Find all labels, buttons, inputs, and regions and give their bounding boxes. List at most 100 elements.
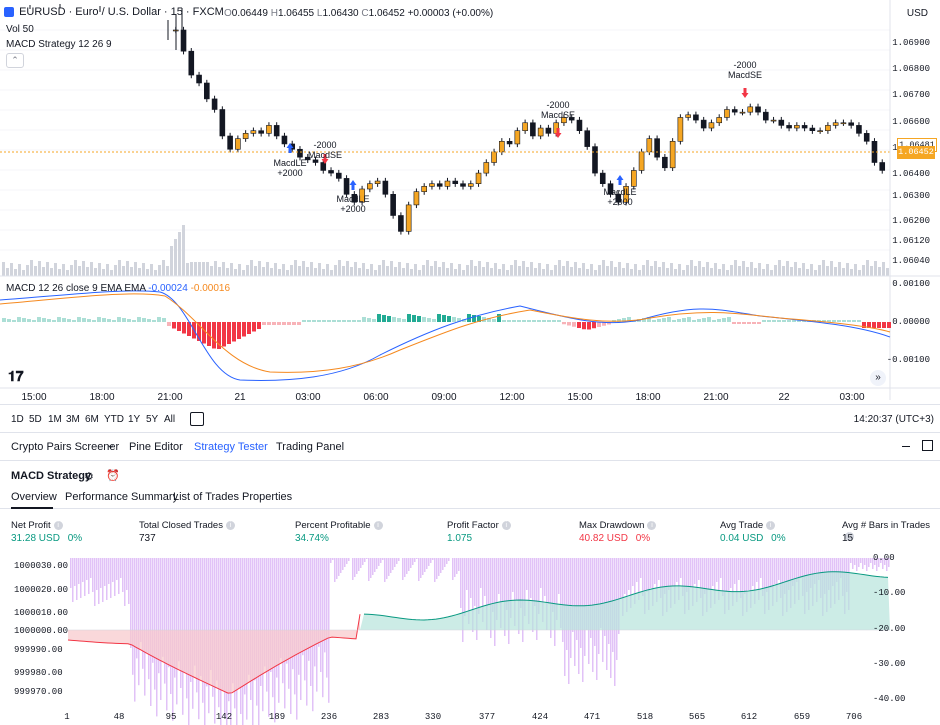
- equity-x-axis-label: 659: [793, 712, 811, 722]
- equity-right-axis-label: -30.00: [873, 659, 906, 669]
- range-button-3m[interactable]: 3M: [66, 414, 80, 425]
- metric-number: 15: [842, 533, 854, 544]
- equity-right-axis-label: -20.00: [873, 624, 906, 634]
- macd-axis-label: -0.00100: [886, 355, 930, 365]
- trade-label: MacdLE +2000: [273, 158, 306, 178]
- info-icon[interactable]: i: [766, 520, 776, 530]
- range-button-5y[interactable]: 5Y: [146, 414, 159, 425]
- price-axis-label: 1.06600: [892, 117, 930, 127]
- trade-label: -2000 MacdSE: [308, 140, 342, 160]
- info-icon[interactable]: i: [501, 520, 511, 530]
- active-subtab-indicator: [11, 507, 53, 509]
- time-axis-label: 21: [234, 392, 246, 403]
- trade-label-line: +2000: [340, 204, 366, 214]
- price-axis-label: 1.06900: [892, 38, 930, 48]
- subtab-performance-summary[interactable]: Performance Summary: [65, 491, 179, 503]
- metric-number: 40.82: [579, 533, 605, 544]
- trade-label: -2000 MacdSE: [541, 100, 575, 120]
- settings-gear-icon[interactable]: ⚙: [84, 471, 94, 483]
- range-button-1y[interactable]: 1Y: [128, 414, 141, 425]
- time-axis-label: 18:00: [89, 392, 115, 403]
- metric-label-text: Percent Profitable: [295, 520, 371, 531]
- equity-x-axis-label: 189: [268, 712, 286, 722]
- calendar-icon[interactable]: [190, 412, 204, 426]
- strategy-name[interactable]: MACD Strategy: [11, 470, 92, 482]
- volume-legend[interactable]: Vol 50: [6, 24, 34, 35]
- macd-lines: [0, 290, 891, 381]
- trade-label-line: -2000: [313, 140, 337, 150]
- screener-chevron-down-icon[interactable]: ⌄: [106, 439, 116, 451]
- bottom-tab-pine-editor[interactable]: Pine Editor: [129, 441, 183, 453]
- maximize-panel-icon[interactable]: [922, 440, 933, 451]
- info-icon[interactable]: i: [647, 520, 657, 530]
- range-bar-divider: [0, 404, 940, 405]
- bottom-tab-trading-panel[interactable]: Trading Panel: [276, 441, 345, 453]
- metric-value: 34.74%: [295, 533, 329, 544]
- price-grid: [0, 29, 890, 251]
- macd-legend[interactable]: MACD 12 26 close 9 EMA EMA -0.00024 -0.0…: [6, 283, 230, 294]
- price-axis-label: 1.06300: [892, 191, 930, 201]
- info-icon[interactable]: i: [53, 520, 63, 530]
- range-button-1d[interactable]: 1D: [11, 414, 24, 425]
- tab-divider: [0, 460, 940, 461]
- currency-label[interactable]: USD: [906, 8, 928, 19]
- time-axis-label: 15:00: [567, 392, 593, 403]
- trade-label-line: MacdLE: [603, 187, 637, 197]
- time-axis-label: 15:00: [21, 392, 47, 403]
- ohlc-open: 0.06449: [231, 8, 268, 19]
- collapse-legend-button[interactable]: ⌃: [6, 53, 24, 68]
- macd-legend-name: MACD 12 26 close 9 EMA EMA: [6, 283, 146, 294]
- strategy-legend[interactable]: MACD Strategy 12 26 9: [6, 39, 112, 50]
- range-button-all[interactable]: All: [164, 414, 176, 425]
- subtab-list-of-trades[interactable]: List of Trades: [173, 491, 240, 503]
- minimize-panel-icon[interactable]: [902, 446, 910, 447]
- trade-label-line: MacdSE: [307, 150, 343, 160]
- equity-x-axis-label: 377: [478, 712, 496, 722]
- price-axis-label: 1.06040: [892, 256, 930, 266]
- long-entry-arrow-icon: [616, 175, 624, 185]
- equity-left-axis-label: 1000000.00: [14, 626, 69, 636]
- price-chart[interactable]: [0, 0, 940, 400]
- symbol-title[interactable]: EURUSD · Euro / U.S. Dollar · 15 · FXCM: [19, 6, 224, 18]
- macd-histogram: [2, 314, 891, 349]
- subtab-overview[interactable]: Overview: [11, 491, 57, 503]
- metric-value: 15: [842, 533, 853, 544]
- subtab-properties[interactable]: Properties: [242, 491, 293, 503]
- range-button-1m[interactable]: 1M: [48, 414, 62, 425]
- price-marker-current: 1.06452: [897, 146, 935, 159]
- info-icon[interactable]: i: [373, 520, 383, 530]
- metric-number: 34.74%: [295, 533, 329, 544]
- trade-label-line: +2000: [277, 168, 303, 178]
- price-axis-label: 1.06120: [892, 236, 930, 246]
- metric-percent: 0%: [632, 533, 651, 544]
- equity-x-axis-label: 706: [845, 712, 863, 722]
- trade-label: -2000 MacdSE: [728, 60, 762, 80]
- metric-label: Avg # Bars in Tradesi: [842, 520, 940, 542]
- range-button-ytd[interactable]: YTD: [104, 414, 124, 425]
- bottom-tab-crypto-pairs-screener[interactable]: Crypto Pairs Screener: [11, 441, 120, 453]
- metric-label: Total Closed Trades i: [139, 520, 235, 531]
- range-button-6m[interactable]: 6M: [85, 414, 99, 425]
- time-axis-label: 21:00: [703, 392, 729, 403]
- equity-x-axis-label: 424: [531, 712, 549, 722]
- alarm-clock-icon[interactable]: ⏰: [106, 470, 120, 482]
- price-axis-label: 1.06800: [892, 64, 930, 74]
- equity-left-axis-label: 1000030.00: [14, 561, 69, 571]
- info-icon[interactable]: i: [225, 520, 235, 530]
- equity-x-axis-label: 565: [688, 712, 706, 722]
- bottom-tab-strategy-tester[interactable]: Strategy Tester: [194, 441, 268, 453]
- long-entry-arrow-icon: [349, 180, 357, 190]
- metric-value: 40.82 USD 0%: [579, 533, 650, 544]
- equity-left-axis-label: 1000010.00: [14, 608, 69, 618]
- info-icon[interactable]: i: [845, 531, 854, 541]
- clock[interactable]: 14:20:37 (UTC+3): [853, 414, 934, 425]
- range-button-5d[interactable]: 5D: [29, 414, 42, 425]
- metric-label: Percent Profitable i: [295, 520, 383, 531]
- metric-label-text: Total Closed Trades: [139, 520, 223, 531]
- macd-legend-value-2: -0.00016: [190, 283, 231, 294]
- scroll-right-button[interactable]: »: [870, 370, 886, 386]
- symbol-header: EURUSD · Euro / U.S. Dollar · 15 · FXCM: [4, 6, 224, 18]
- metric-number: 737: [139, 533, 156, 544]
- time-axis-label: 09:00: [431, 392, 457, 403]
- metric-unit: USD: [36, 533, 60, 544]
